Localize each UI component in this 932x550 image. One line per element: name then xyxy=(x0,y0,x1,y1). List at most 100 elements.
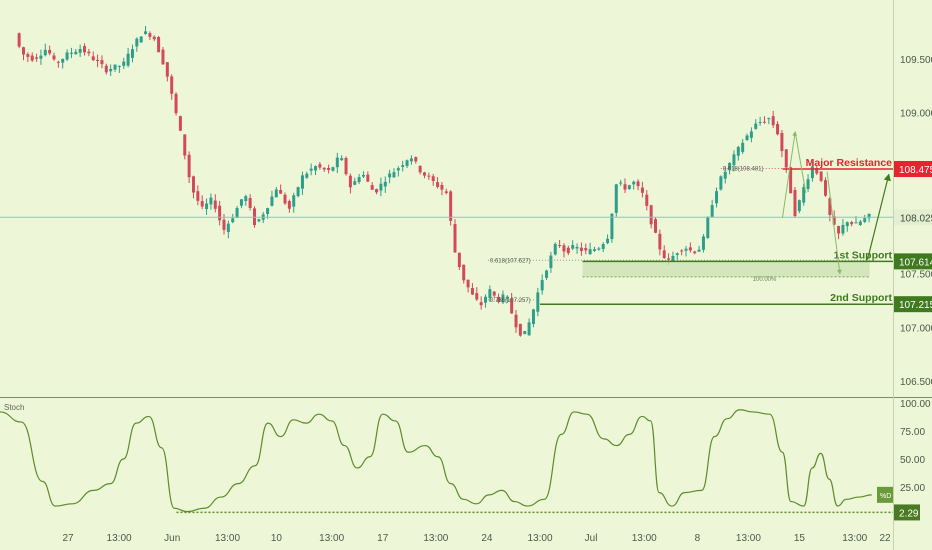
candle[interactable] xyxy=(292,192,296,213)
candle[interactable] xyxy=(518,323,522,337)
candle[interactable] xyxy=(187,151,191,183)
candle[interactable] xyxy=(632,180,636,190)
candle[interactable] xyxy=(475,287,479,301)
candle[interactable] xyxy=(161,47,165,65)
candle[interactable] xyxy=(165,62,169,82)
candle[interactable] xyxy=(736,145,740,161)
candle[interactable] xyxy=(545,269,549,280)
candle[interactable] xyxy=(549,251,553,273)
candle[interactable] xyxy=(575,243,579,254)
candle[interactable] xyxy=(558,239,562,248)
candle[interactable] xyxy=(706,216,710,239)
candle[interactable] xyxy=(100,55,104,69)
candle[interactable] xyxy=(248,194,252,211)
candle[interactable] xyxy=(205,198,209,215)
candle[interactable] xyxy=(497,293,501,304)
candle[interactable] xyxy=(91,51,95,62)
candle[interactable] xyxy=(867,213,871,223)
candle[interactable] xyxy=(723,166,727,184)
candle[interactable] xyxy=(553,242,557,256)
candle[interactable] xyxy=(457,252,461,270)
candle[interactable] xyxy=(287,199,291,213)
candle[interactable] xyxy=(837,225,841,240)
candle[interactable] xyxy=(357,173,361,185)
candle[interactable] xyxy=(78,44,82,57)
candle[interactable] xyxy=(492,291,496,299)
candle[interactable] xyxy=(823,177,827,197)
candle[interactable] xyxy=(83,43,87,56)
candle[interactable] xyxy=(745,133,749,142)
candle[interactable] xyxy=(453,219,457,253)
candle[interactable] xyxy=(39,49,43,65)
candle[interactable] xyxy=(226,220,230,239)
candle[interactable] xyxy=(654,217,658,234)
candle[interactable] xyxy=(283,192,287,205)
candle[interactable] xyxy=(109,64,113,77)
candle[interactable] xyxy=(388,169,392,184)
candle[interactable] xyxy=(196,185,200,206)
candle[interactable] xyxy=(314,165,318,176)
candle[interactable] xyxy=(614,183,618,217)
candle[interactable] xyxy=(501,290,505,305)
candle[interactable] xyxy=(379,177,383,197)
candle[interactable] xyxy=(21,46,25,61)
candle[interactable] xyxy=(449,190,453,226)
candle[interactable] xyxy=(523,330,527,335)
candle[interactable] xyxy=(444,188,448,195)
candle[interactable] xyxy=(157,35,161,53)
candle[interactable] xyxy=(505,295,509,304)
candle[interactable] xyxy=(693,250,697,255)
candle[interactable] xyxy=(680,249,684,256)
candle[interactable] xyxy=(318,161,322,170)
candle[interactable] xyxy=(514,309,518,333)
candle[interactable] xyxy=(405,159,409,169)
candle[interactable] xyxy=(191,175,195,199)
candle[interactable] xyxy=(684,245,688,257)
candle[interactable] xyxy=(35,53,39,62)
candle[interactable] xyxy=(87,48,91,57)
candle[interactable] xyxy=(610,213,614,243)
candle[interactable] xyxy=(623,178,627,194)
candle[interactable] xyxy=(762,116,766,124)
candle[interactable] xyxy=(296,186,300,198)
candle[interactable] xyxy=(401,160,405,172)
candle[interactable] xyxy=(418,165,422,175)
candle[interactable] xyxy=(396,166,400,177)
candle[interactable] xyxy=(771,110,775,128)
candle[interactable] xyxy=(832,210,836,226)
candle[interactable] xyxy=(43,43,47,57)
candle[interactable] xyxy=(636,179,640,191)
candle[interactable] xyxy=(806,174,810,193)
candle[interactable] xyxy=(802,183,806,206)
candle[interactable] xyxy=(144,25,148,35)
candle[interactable] xyxy=(793,186,797,218)
candle[interactable] xyxy=(584,243,588,255)
candle[interactable] xyxy=(375,188,379,195)
candle[interactable] xyxy=(588,242,592,255)
candle[interactable] xyxy=(841,219,845,236)
candle[interactable] xyxy=(130,44,134,63)
candle[interactable] xyxy=(353,177,357,186)
price-pane[interactable] xyxy=(17,25,871,337)
candle[interactable] xyxy=(754,119,758,130)
candle[interactable] xyxy=(30,52,34,63)
candle[interactable] xyxy=(174,92,178,116)
candle[interactable] xyxy=(344,156,348,176)
candle[interactable] xyxy=(597,246,601,251)
candle[interactable] xyxy=(69,47,73,59)
candle[interactable] xyxy=(819,171,823,183)
candle[interactable] xyxy=(758,116,762,126)
candle[interactable] xyxy=(135,37,139,52)
candle[interactable] xyxy=(488,285,492,302)
candle[interactable] xyxy=(239,199,243,209)
candle[interactable] xyxy=(209,193,213,210)
candle[interactable] xyxy=(606,234,610,245)
candle[interactable] xyxy=(122,57,126,69)
candle[interactable] xyxy=(427,172,431,180)
candle[interactable] xyxy=(309,163,313,176)
candle[interactable] xyxy=(327,164,331,174)
candle[interactable] xyxy=(348,173,352,194)
candle[interactable] xyxy=(96,54,100,68)
candle[interactable] xyxy=(305,171,309,179)
candle[interactable] xyxy=(562,243,566,258)
